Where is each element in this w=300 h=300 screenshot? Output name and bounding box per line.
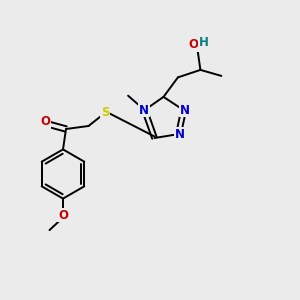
Text: O: O bbox=[58, 208, 68, 222]
Text: S: S bbox=[101, 106, 109, 119]
Text: N: N bbox=[174, 128, 184, 141]
Text: N: N bbox=[139, 103, 149, 117]
Text: H: H bbox=[199, 36, 209, 50]
Text: O: O bbox=[189, 38, 199, 52]
Text: N: N bbox=[179, 103, 190, 117]
Text: O: O bbox=[40, 115, 51, 128]
